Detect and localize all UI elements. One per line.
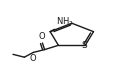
Text: S: S <box>81 41 87 50</box>
Text: O: O <box>38 32 45 41</box>
Text: O: O <box>29 54 36 63</box>
Text: NH$_2$: NH$_2$ <box>56 16 73 28</box>
